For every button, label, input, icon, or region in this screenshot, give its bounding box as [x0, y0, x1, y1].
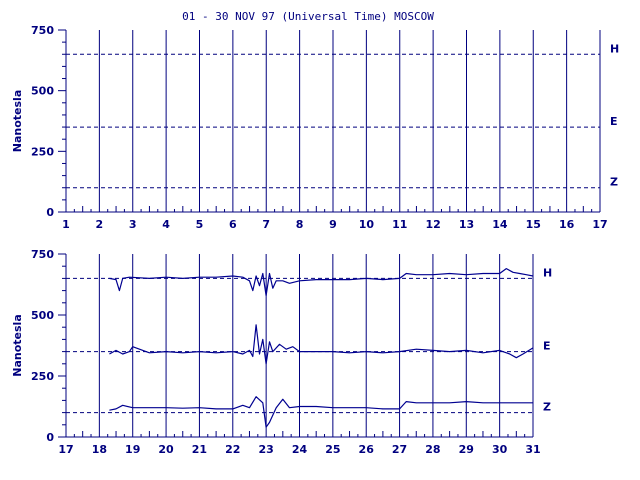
- y-tick-label-250: 250: [31, 145, 54, 158]
- reference-label-E: E: [610, 115, 618, 128]
- reference-label-H: H: [543, 266, 552, 279]
- x-tick-label-27: 27: [392, 443, 407, 456]
- x-tick-label-9: 9: [329, 218, 337, 231]
- x-tick-label-24: 24: [292, 443, 308, 456]
- x-tick-label-29: 29: [459, 443, 474, 456]
- x-tick-label-2: 2: [96, 218, 104, 231]
- x-tick-label-30: 30: [492, 443, 508, 456]
- x-tick-label-10: 10: [359, 218, 375, 231]
- x-tick-label-23: 23: [258, 443, 273, 456]
- y-axis-label: Nanotesla: [11, 90, 24, 152]
- x-tick-label-18: 18: [92, 443, 107, 456]
- series-line-Z: [109, 396, 533, 428]
- reference-label-Z: Z: [543, 401, 551, 414]
- x-tick-label-21: 21: [192, 443, 207, 456]
- x-tick-label-31: 31: [525, 443, 540, 456]
- x-tick-label-15: 15: [526, 218, 541, 231]
- y-axis-label: Nanotesla: [11, 314, 24, 376]
- x-tick-label-16: 16: [559, 218, 575, 231]
- x-tick-label-12: 12: [425, 218, 440, 231]
- series-line-H: [109, 268, 534, 297]
- x-tick-label-1: 1: [62, 218, 70, 231]
- x-tick-label-3: 3: [129, 218, 137, 231]
- x-tick-label-17: 17: [592, 218, 607, 231]
- y-tick-label-500: 500: [31, 85, 54, 98]
- x-tick-label-4: 4: [162, 218, 170, 231]
- x-tick-label-17: 17: [58, 443, 73, 456]
- x-tick-label-28: 28: [425, 443, 440, 456]
- x-tick-label-5: 5: [196, 218, 204, 231]
- x-tick-label-19: 19: [125, 443, 140, 456]
- reference-label-H: H: [610, 42, 619, 55]
- chart-panel-bottom: 17 18 19 20 21 22 23 24 25 26 27 28 29 30 31 0 250 500 750…: [11, 248, 552, 456]
- x-tick-label-8: 8: [296, 218, 304, 231]
- reference-label-E: E: [543, 340, 551, 353]
- series-line-E: [109, 324, 534, 365]
- x-tick-label-6: 6: [229, 218, 237, 231]
- x-tick-label-13: 13: [459, 218, 474, 231]
- y-tick-label-750: 750: [31, 24, 54, 37]
- x-tick-label-22: 22: [225, 443, 240, 456]
- x-tick-label-7: 7: [262, 218, 270, 231]
- y-tick-label-0: 0: [46, 431, 54, 444]
- y-tick-label-500: 500: [31, 309, 54, 322]
- x-tick-label-11: 11: [392, 218, 407, 231]
- x-tick-label-14: 14: [492, 218, 508, 231]
- y-tick-label-750: 750: [31, 248, 54, 261]
- chart-panel-top: 1 2 3 4 5 6 7 8 9 10 11 12 13 14 15 16 170250500750Nanot…: [11, 24, 619, 231]
- reference-label-Z: Z: [610, 176, 618, 189]
- x-tick-label-26: 26: [359, 443, 375, 456]
- x-tick-label-25: 25: [325, 443, 340, 456]
- x-tick-label-20: 20: [158, 443, 174, 456]
- figure-title: 01 - 30 NOV 97 (Universal Time) MOSCOW: [182, 10, 434, 23]
- y-tick-label-0: 0: [46, 206, 54, 219]
- y-tick-label-250: 250: [31, 370, 54, 383]
